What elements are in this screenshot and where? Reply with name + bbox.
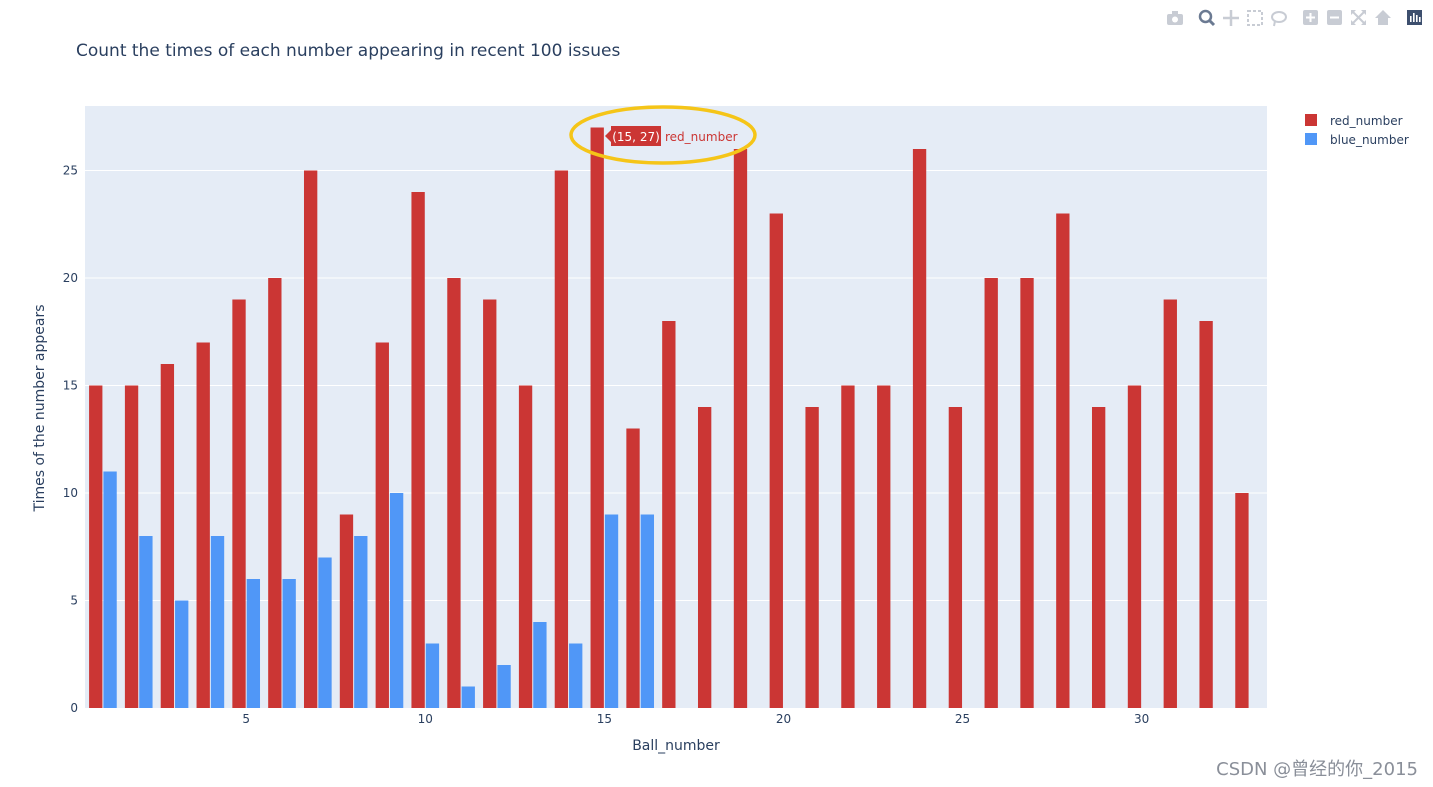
legend-label-red: red_number (1330, 114, 1403, 128)
bar-red_number-25[interactable] (948, 407, 963, 708)
bar-red_number-23[interactable] (877, 385, 891, 709)
bar-red_number-20[interactable] (769, 213, 783, 709)
hover-pointer (605, 129, 612, 143)
bar-red_number-14[interactable] (554, 170, 569, 709)
bar-red_number-11[interactable] (447, 278, 461, 708)
bar-blue_number-8[interactable] (354, 536, 368, 708)
bar-blue_number-16[interactable] (640, 514, 655, 709)
bar-blue_number-3[interactable] (175, 600, 189, 709)
bar-blue_number-12[interactable] (497, 665, 511, 708)
watermark: CSDN @曾经的你_2015 (1216, 759, 1418, 780)
y-axis-ticks: 0 5 10 15 20 25 (63, 164, 78, 716)
bar-red_number-7[interactable] (303, 170, 318, 709)
bars (89, 127, 1249, 709)
bar-red_number-6[interactable] (268, 278, 282, 708)
zoom-out-icon[interactable] (1327, 10, 1342, 25)
bar-red_number-2[interactable] (124, 385, 139, 709)
bar-red_number-9[interactable] (375, 342, 389, 709)
camera-icon[interactable] (1167, 11, 1183, 25)
chart-title: Count the times of each number appearing… (76, 41, 621, 61)
home-icon[interactable] (1375, 10, 1391, 25)
bar-red_number-12[interactable] (483, 299, 497, 709)
y-axis-label: Times of the number appears (32, 304, 48, 512)
x-tick-label-30: 30 (1134, 712, 1149, 726)
bar-red_number-16[interactable] (626, 428, 640, 709)
bar-blue_number-6[interactable] (282, 579, 296, 708)
bar-red_number-15[interactable] (590, 127, 604, 709)
bar-red_number-29[interactable] (1091, 407, 1106, 708)
bar-red_number-27[interactable] (1020, 278, 1034, 708)
bar-red_number-17[interactable] (662, 321, 676, 708)
legend-swatch-blue (1305, 133, 1317, 145)
bar-red_number-8[interactable] (339, 514, 354, 709)
hover-tooltip: (15, 27) red_number (605, 126, 738, 146)
bar-red_number-5[interactable] (232, 299, 246, 709)
bar-red_number-26[interactable] (984, 278, 998, 708)
bar-red_number-18[interactable] (697, 407, 712, 708)
bar-red_number-19[interactable] (733, 149, 748, 708)
x-tick-label-5: 5 (242, 712, 250, 726)
highlight-ellipse (569, 105, 757, 165)
bar-red_number-30[interactable] (1127, 385, 1142, 709)
y-tick-label-25: 25 (63, 164, 78, 178)
bar-blue_number-15[interactable] (604, 514, 619, 709)
bar-red_number-28[interactable] (1056, 213, 1070, 709)
y-tick-label-10: 10 (63, 486, 78, 500)
hover-label: (15, 27) (612, 130, 660, 144)
box-select-icon[interactable] (1247, 10, 1263, 26)
bar-blue_number-7[interactable] (318, 557, 332, 709)
bar-red_number-33[interactable] (1235, 493, 1249, 708)
legend-item-red[interactable]: red_number (1305, 114, 1403, 128)
y-tick-label-20: 20 (63, 271, 78, 285)
modebar (1167, 9, 1422, 27)
bar-blue_number-2[interactable] (139, 536, 153, 708)
x-axis-label: Ball_number (632, 738, 720, 754)
hover-series-name: red_number (665, 130, 738, 144)
bar-blue_number-5[interactable] (246, 579, 261, 708)
zoom-icon[interactable] (1198, 9, 1216, 27)
y-tick-label-15: 15 (63, 379, 78, 393)
bar-red_number-22[interactable] (841, 385, 855, 709)
bar-blue_number-1[interactable] (103, 471, 117, 709)
bar-red_number-13[interactable] (518, 385, 533, 709)
pan-icon[interactable] (1223, 10, 1239, 26)
bar-red_number-24[interactable] (912, 149, 927, 708)
lasso-icon[interactable] (1271, 11, 1287, 27)
bar-blue_number-13[interactable] (533, 622, 547, 708)
y-tick-label-5: 5 (70, 594, 78, 608)
x-tick-label-10: 10 (418, 712, 433, 726)
x-tick-label-20: 20 (776, 712, 791, 726)
y-tick-label-0: 0 (70, 701, 78, 715)
x-axis-ticks: 5 10 15 20 25 30 (242, 712, 1149, 726)
bar-blue_number-11[interactable] (461, 686, 475, 709)
x-tick-label-25: 25 (955, 712, 970, 726)
bar-blue_number-4[interactable] (210, 536, 225, 708)
bar-red_number-10[interactable] (411, 192, 425, 708)
x-tick-label-15: 15 (597, 712, 612, 726)
plotly-logo-icon[interactable] (1407, 10, 1422, 25)
bar-red_number-4[interactable] (196, 342, 210, 709)
legend-item-blue[interactable]: blue_number (1305, 133, 1409, 147)
bar-blue_number-14[interactable] (569, 643, 583, 709)
gridlines (85, 170, 1267, 601)
bar-blue_number-10[interactable] (425, 643, 440, 709)
legend-swatch-red (1305, 114, 1317, 126)
zoom-in-icon[interactable] (1303, 10, 1318, 25)
bar-red_number-3[interactable] (160, 364, 175, 708)
legend-label-blue: blue_number (1330, 133, 1409, 147)
bar-red_number-21[interactable] (805, 407, 819, 708)
bar-red_number-1[interactable] (89, 385, 103, 709)
bar-blue_number-9[interactable] (389, 493, 404, 708)
autoscale-icon[interactable] (1351, 10, 1366, 25)
bar-red_number-31[interactable] (1163, 299, 1177, 709)
bar-red_number-32[interactable] (1199, 321, 1213, 708)
hover-label-box (611, 126, 661, 146)
plot-area[interactable] (85, 106, 1267, 708)
legend: red_number blue_number (1305, 114, 1409, 147)
